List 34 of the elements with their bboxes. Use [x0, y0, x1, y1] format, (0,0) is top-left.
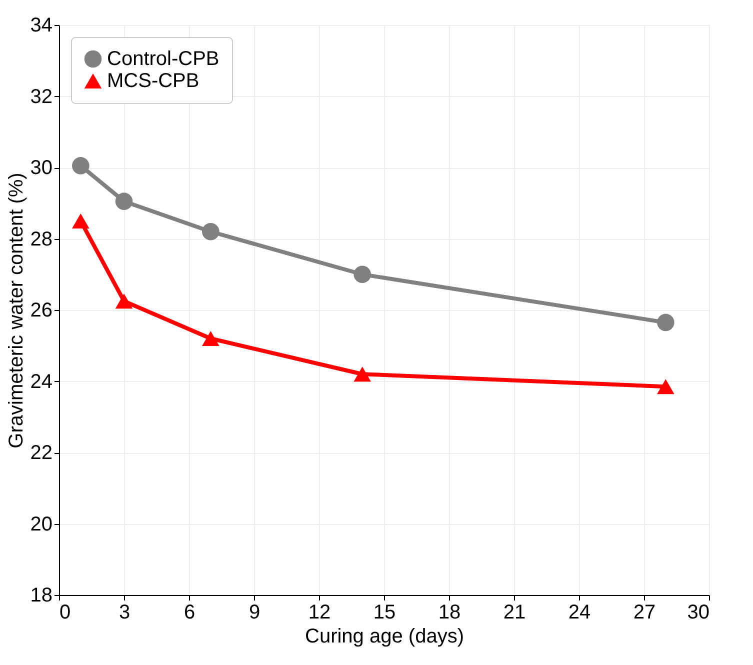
- y-tick-label: 22: [30, 442, 52, 464]
- x-tick-label: 21: [503, 602, 526, 624]
- y-tick-label: 30: [30, 157, 52, 179]
- point: [354, 366, 371, 382]
- x-tick-label: 9: [248, 602, 260, 624]
- x-tick-label: 3: [118, 602, 130, 624]
- point: [115, 294, 133, 309]
- point: [115, 192, 133, 210]
- x-tick-label: 0: [60, 602, 71, 624]
- y-tick-label: 18: [30, 584, 52, 606]
- point: [72, 157, 90, 174]
- y-tick-label: 20: [30, 513, 52, 536]
- x-tick-label: 18: [438, 602, 461, 624]
- point: [657, 314, 674, 332]
- x-tick-label: 30: [687, 602, 710, 624]
- point: [202, 331, 220, 346]
- point: [72, 213, 90, 228]
- x-tick-label: 12: [308, 602, 331, 624]
- y-tick-label: 26: [30, 300, 52, 322]
- legend-label: Control-CPB: [107, 48, 220, 70]
- x-tick-label: 24: [568, 602, 591, 624]
- y-tick-label: 28: [30, 228, 52, 250]
- y-tick-label: 24: [30, 370, 52, 393]
- point: [354, 266, 371, 284]
- y-axis-title: Gravimeteric water content (%): [5, 172, 28, 448]
- y-tick-label: 32: [30, 86, 52, 108]
- point: [202, 222, 220, 240]
- x-tick-label: 15: [373, 602, 396, 624]
- y-tick-label: 34: [30, 14, 52, 36]
- x-axis-title: Curing age (days): [305, 626, 464, 648]
- point: [657, 379, 674, 394]
- legend-label: MCS-CPB: [107, 70, 200, 92]
- x-tick-label: 6: [184, 602, 196, 624]
- x-tick-label: 27: [633, 602, 656, 624]
